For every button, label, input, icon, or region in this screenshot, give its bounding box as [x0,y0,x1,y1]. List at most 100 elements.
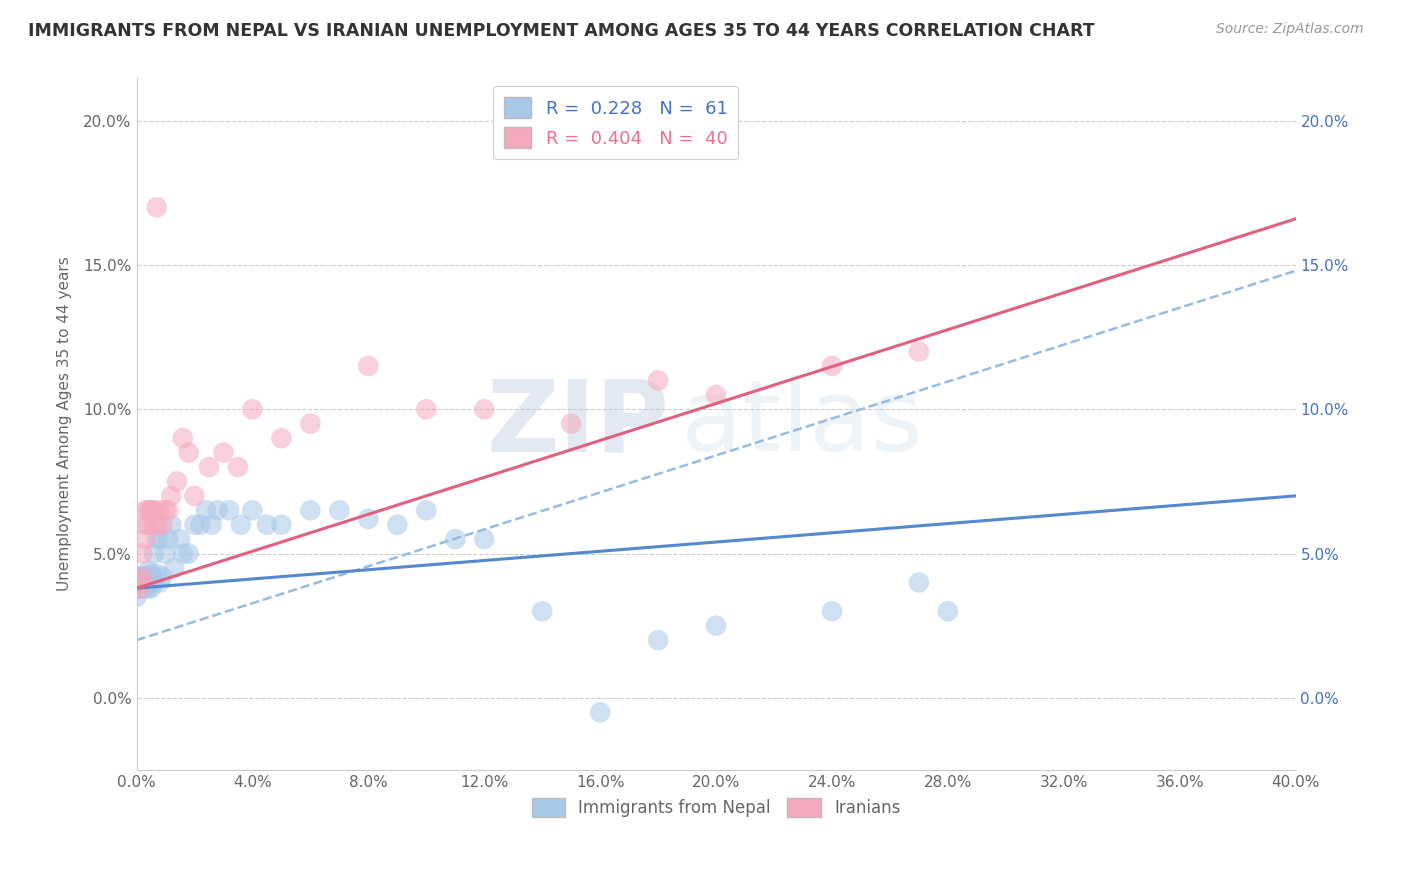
Point [142,575,165,590]
Point [299,417,322,431]
Text: IMMIGRANTS FROM NEPAL VS IRANIAN UNEMPLOYMENT AMONG AGES 35 TO 44 YEARS CORRELAT: IMMIGRANTS FROM NEPAL VS IRANIAN UNEMPLO… [28,22,1095,40]
Point [415,402,437,417]
Point [134,581,156,595]
Point [229,517,252,532]
Point [139,569,162,583]
Point [198,460,221,475]
Point [139,503,162,517]
Point [242,503,264,517]
Point [142,503,165,517]
Point [155,503,177,517]
Point [146,532,169,546]
Point [134,575,156,590]
Point [172,431,194,445]
Point [139,503,162,517]
Point [160,517,183,532]
Point [131,575,153,590]
Point [472,402,495,417]
Point [936,604,959,618]
Point [149,575,172,590]
Point [131,581,153,595]
Point [908,344,931,359]
Point [647,633,669,648]
Point [531,604,554,618]
Text: atlas: atlas [682,376,922,472]
Point [387,517,409,532]
Point [128,569,150,583]
Point [131,547,153,561]
Point [131,569,153,583]
Point [146,200,169,214]
Point [212,445,235,459]
Point [188,517,211,532]
Point [160,489,183,503]
Point [201,517,224,532]
Point [149,532,172,546]
Point [328,503,350,517]
Point [136,569,159,583]
Point [136,503,159,517]
Point [142,517,165,532]
Point [195,503,218,517]
Point [207,503,229,517]
Point [472,532,495,546]
Point [704,618,727,632]
Point [128,581,150,595]
Point [183,517,205,532]
Point [357,359,380,373]
Point [134,569,156,583]
Point [169,532,191,546]
Point [131,575,153,590]
Point [270,431,292,445]
Point [131,581,153,595]
Point [134,575,156,590]
Point [149,503,172,517]
Point [242,402,264,417]
Point [299,503,322,517]
Point [821,604,844,618]
Point [136,581,159,595]
Point [270,517,292,532]
Point [128,575,150,590]
Point [139,575,162,590]
Point [704,388,727,402]
Point [146,566,169,581]
Point [128,581,150,595]
Point [560,417,582,431]
Point [152,569,174,583]
Point [155,547,177,561]
Text: ZIP: ZIP [486,376,669,472]
Point [125,575,148,590]
Point [821,359,844,373]
Point [415,503,437,517]
Point [146,517,169,532]
Text: Source: ZipAtlas.com: Source: ZipAtlas.com [1216,22,1364,37]
Point [142,569,165,583]
Point [157,532,180,546]
Point [226,460,249,475]
Point [177,445,200,459]
Point [125,581,148,595]
Point [589,706,612,720]
Point [357,512,380,526]
Point [444,532,467,546]
Point [136,564,159,578]
Y-axis label: Unemployment Among Ages 35 to 44 years: Unemployment Among Ages 35 to 44 years [58,256,72,591]
Point [142,547,165,561]
Point [128,575,150,590]
Point [256,517,278,532]
Point [908,575,931,590]
Point [647,373,669,387]
Point [125,590,148,604]
Point [134,517,156,532]
Point [218,503,240,517]
Point [131,569,153,583]
Legend: Immigrants from Nepal, Iranians: Immigrants from Nepal, Iranians [524,791,907,824]
Point [172,547,194,561]
Point [152,517,174,532]
Point [139,581,162,595]
Point [163,561,186,575]
Point [183,489,205,503]
Point [136,569,159,583]
Point [157,503,180,517]
